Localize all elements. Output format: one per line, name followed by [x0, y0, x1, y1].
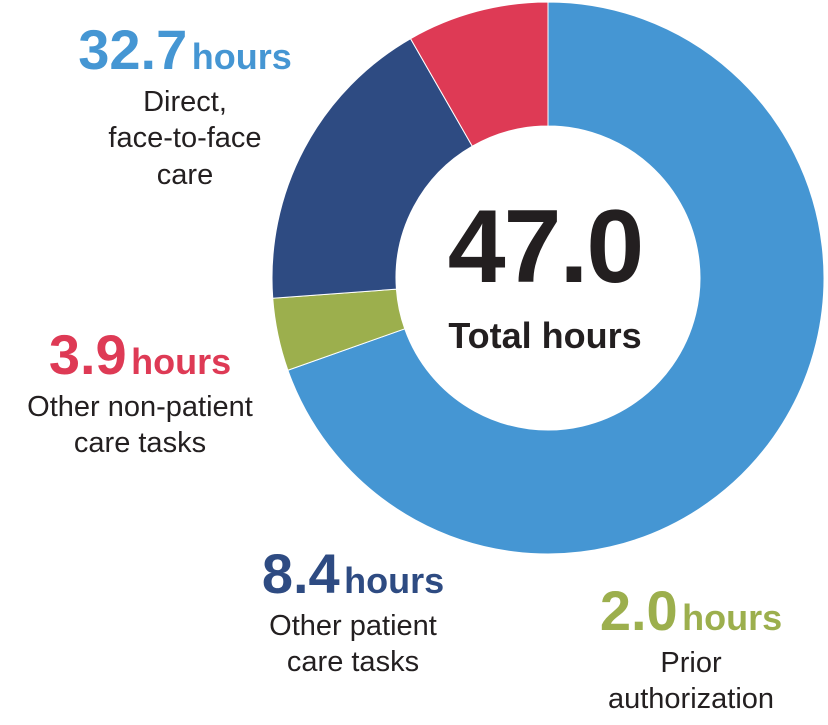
callout-prior-auth-label: Prior authorization	[566, 645, 816, 718]
label-line: care	[156, 158, 214, 191]
label-line: face-to-face	[108, 122, 262, 155]
label-line: care tasks	[286, 646, 420, 679]
direct-care-unit: hours	[191, 36, 292, 77]
label-line: Direct,	[143, 86, 227, 118]
label-line: Prior	[660, 647, 722, 679]
callout-direct-care: 32.7 hours Direct, face-to-face care	[40, 22, 330, 193]
label-line: authorization	[607, 683, 775, 716]
callout-non-patient-label: Other non-patient care tasks	[0, 389, 280, 462]
prior-auth-hours: 2.0	[599, 579, 678, 642]
slice-other-patient-care	[271, 37, 473, 299]
patient-care-unit: hours	[344, 560, 445, 601]
callout-patient-care-value: 8.4 hours	[218, 546, 488, 602]
patient-care-hours: 8.4	[261, 542, 340, 605]
label-line: care tasks	[73, 427, 207, 460]
callout-prior-auth-value: 2.0 hours	[566, 583, 816, 639]
callout-prior-auth: 2.0 hours Prior authorization	[566, 583, 816, 718]
slice-other-non-patient-care	[409, 1, 549, 147]
non-patient-unit: hours	[131, 341, 232, 382]
callout-patient-care-label: Other patient care tasks	[218, 608, 488, 681]
callout-direct-care-value: 32.7 hours	[40, 22, 330, 78]
total-hours-label: Total hours	[448, 315, 642, 356]
callout-direct-care-label: Direct, face-to-face care	[40, 84, 330, 193]
slice-direct-care	[287, 1, 825, 555]
callout-patient-care: 8.4 hours Other patient care tasks	[218, 546, 488, 681]
direct-care-hours: 32.7	[78, 18, 188, 81]
total-hours-value: 47.0	[447, 189, 644, 305]
label-line: Other patient	[269, 610, 437, 642]
callout-non-patient-value: 3.9 hours	[0, 327, 280, 383]
prior-auth-unit: hours	[682, 597, 783, 638]
non-patient-hours: 3.9	[48, 323, 127, 386]
label-line: Other non-patient	[27, 391, 253, 423]
callout-non-patient: 3.9 hours Other non-patient care tasks	[0, 327, 280, 462]
